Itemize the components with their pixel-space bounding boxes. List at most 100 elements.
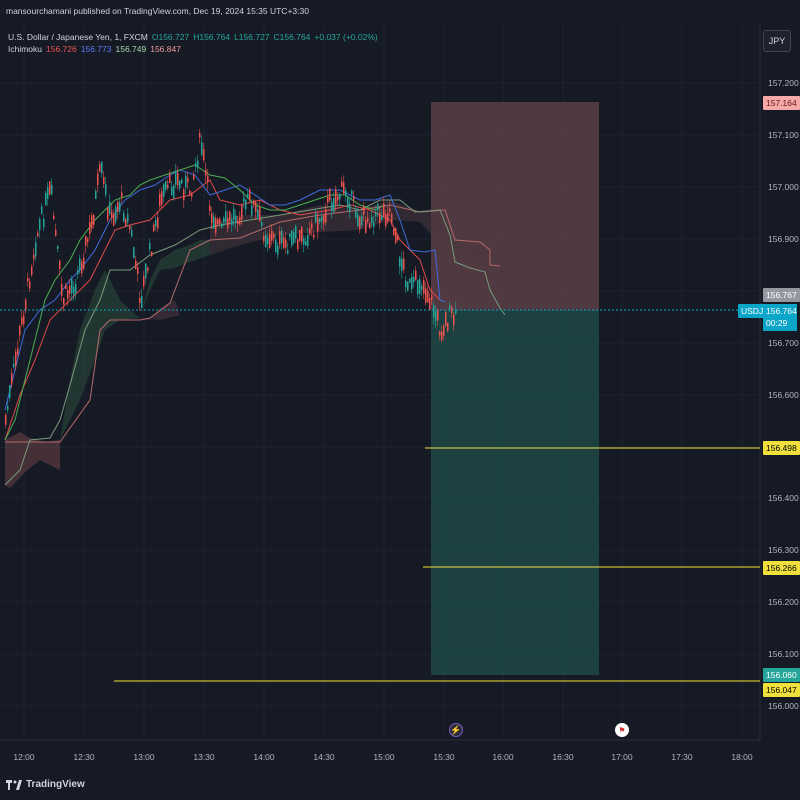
candle-body: [347, 197, 349, 207]
candle-body: [279, 231, 281, 245]
time-tick: 16:00: [492, 752, 514, 762]
candle-body: [35, 242, 37, 257]
candle-body: [33, 254, 35, 260]
candle-body: [109, 201, 111, 214]
chikou-span: [4, 164, 386, 441]
candle-body: [223, 218, 225, 223]
time-tick: 18:00: [731, 752, 753, 762]
candle-body: [305, 241, 307, 246]
candle-body: [271, 230, 273, 241]
candle-body: [43, 218, 45, 228]
candle-body: [351, 190, 353, 195]
candle-body: [195, 163, 197, 167]
candle-body: [427, 290, 429, 303]
candle-body: [439, 331, 441, 336]
candle-body: [13, 363, 15, 368]
candle-body: [273, 233, 275, 239]
candle-body: [379, 212, 381, 224]
candle-body: [45, 192, 47, 206]
candle-body: [69, 285, 71, 294]
candle-body: [327, 196, 329, 203]
candle-body: [359, 216, 361, 229]
candle-body: [399, 257, 401, 267]
candle-body: [177, 172, 179, 186]
candle-body: [291, 230, 293, 246]
candle-body: [287, 250, 289, 254]
lightning-icon[interactable]: ⚡: [449, 723, 463, 737]
symbol-title[interactable]: U.S. Dollar / Japanese Yen, 1, FXCM: [8, 32, 148, 42]
price-chart[interactable]: [0, 22, 800, 772]
candle-body: [451, 307, 453, 314]
us-flag-icon[interactable]: ⚑: [615, 723, 629, 737]
candle-body: [429, 298, 431, 310]
candle-body: [323, 215, 325, 224]
candle-body: [317, 217, 319, 232]
time-tick: 17:30: [671, 752, 693, 762]
candle-body: [231, 219, 233, 225]
open-value: O156.727: [151, 32, 190, 42]
candle-body: [255, 202, 257, 213]
candle-body: [175, 170, 177, 185]
candle-body: [95, 191, 97, 199]
candle-body: [431, 295, 433, 300]
candle-body: [23, 315, 25, 325]
candle-body: [57, 245, 59, 249]
candle-body: [197, 160, 199, 168]
candle-body: [221, 223, 223, 228]
candle-body: [139, 297, 141, 303]
candle-body: [75, 283, 77, 294]
candle-body: [71, 279, 73, 294]
stop-loss-price-label: 157.164: [763, 96, 800, 110]
candle-body: [143, 276, 145, 287]
candle-body: [293, 232, 295, 243]
candle-body: [103, 177, 105, 185]
ichimoku-value-4: 156.847: [150, 44, 181, 54]
candle-body: [241, 205, 243, 220]
candle-body: [367, 217, 369, 222]
level-price-label-1: 156.498: [763, 441, 800, 455]
candle-body: [163, 184, 165, 197]
candle-body: [171, 186, 173, 196]
indicator-name[interactable]: Ichimoku: [8, 44, 43, 54]
candle-body: [251, 205, 253, 216]
currency-button[interactable]: JPY: [763, 30, 791, 52]
candle-body: [411, 277, 413, 290]
candle-body: [79, 258, 81, 271]
ichimoku-cloud-bear: [5, 432, 60, 488]
candle-body: [211, 213, 213, 224]
price-tick: 157.100: [768, 130, 799, 140]
stop-loss-zone: [431, 102, 599, 310]
candle-body: [329, 188, 331, 201]
candle-body: [341, 181, 343, 187]
candle-body: [51, 184, 53, 195]
candle-body: [413, 277, 415, 283]
senkou-span-a: [4, 199, 506, 486]
candle-body: [133, 247, 135, 259]
candle-body: [269, 234, 271, 249]
candle-body: [391, 214, 393, 225]
candle-body: [185, 175, 187, 188]
footer-bar: [0, 772, 800, 800]
candle-body: [135, 260, 137, 269]
candle-body: [97, 173, 99, 186]
candle-body: [55, 230, 57, 236]
ichimoku-cloud-bull: [60, 240, 210, 440]
tradingview-logo[interactable]: TradingView: [6, 779, 85, 790]
candle-body: [123, 213, 125, 222]
candle-body: [63, 298, 65, 305]
candle-body: [435, 311, 437, 321]
candle-body: [165, 181, 167, 190]
candle-body: [67, 290, 69, 299]
candle-body: [179, 180, 181, 189]
candle-body: [101, 161, 103, 174]
candle-body: [53, 215, 55, 220]
candle-body: [343, 182, 345, 194]
candle-body: [387, 213, 389, 223]
candle-body: [357, 214, 359, 227]
candle-body: [295, 226, 297, 239]
take-profit-zone: [431, 310, 599, 675]
bar-countdown: 00:29: [766, 318, 788, 328]
candle-body: [311, 223, 313, 229]
candle-body: [337, 196, 339, 201]
candle-body: [373, 222, 375, 228]
